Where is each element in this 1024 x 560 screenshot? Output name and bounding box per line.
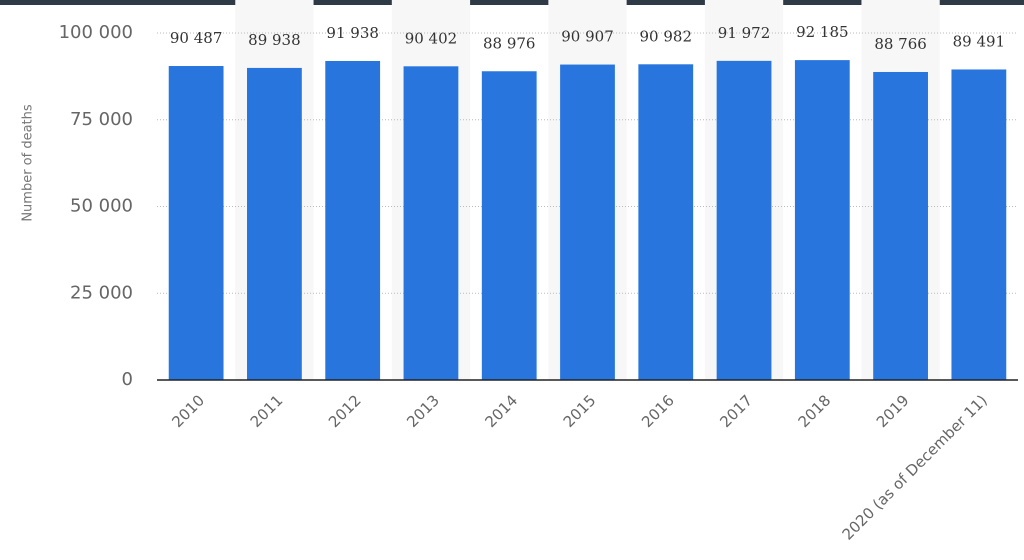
top-bar [0,0,1024,5]
bar [403,66,459,381]
bar [951,69,1007,380]
value-label: 89 938 [248,31,301,49]
x-tick-label: 2015 [560,391,600,431]
value-label: 92 185 [796,23,849,41]
value-label: 91 972 [718,24,771,42]
bar [325,60,381,381]
value-label: 88 976 [483,34,536,52]
bar [716,60,772,381]
value-label: 89 491 [953,32,1006,50]
x-tick-label: 2013 [403,391,443,431]
bar [560,64,615,381]
y-tick-label: 50 000 [70,196,133,217]
y-axis-label: Number of deaths [21,104,36,222]
y-tick-label: 25 000 [70,282,133,303]
x-tick-label: 2020 (as of December 11) [839,391,991,543]
bar [794,60,850,381]
value-label: 90 402 [405,29,458,47]
x-tick-label: 2017 [716,391,756,431]
x-tick-label: 2010 [168,391,208,431]
value-label: 90 487 [170,29,223,47]
x-tick-label: 2018 [795,391,835,431]
x-tick-label: 2014 [482,391,522,431]
y-tick-label: 0 [122,369,133,390]
value-label: 90 982 [640,27,693,45]
x-tick-label: 2016 [638,391,678,431]
bar [873,71,928,380]
x-tick-label: 2011 [247,391,287,431]
y-tick-label: 75 000 [70,109,133,130]
x-tick-label: 2019 [873,391,913,431]
value-label: 91 938 [326,24,379,42]
bar [168,66,224,381]
value-label: 90 907 [561,28,614,46]
bar [481,71,537,380]
y-tick-label: 100 000 [59,22,133,43]
value-label: 88 766 [874,35,927,53]
bar [638,64,694,381]
x-tick-label: 2012 [325,391,365,431]
bar [247,67,302,381]
